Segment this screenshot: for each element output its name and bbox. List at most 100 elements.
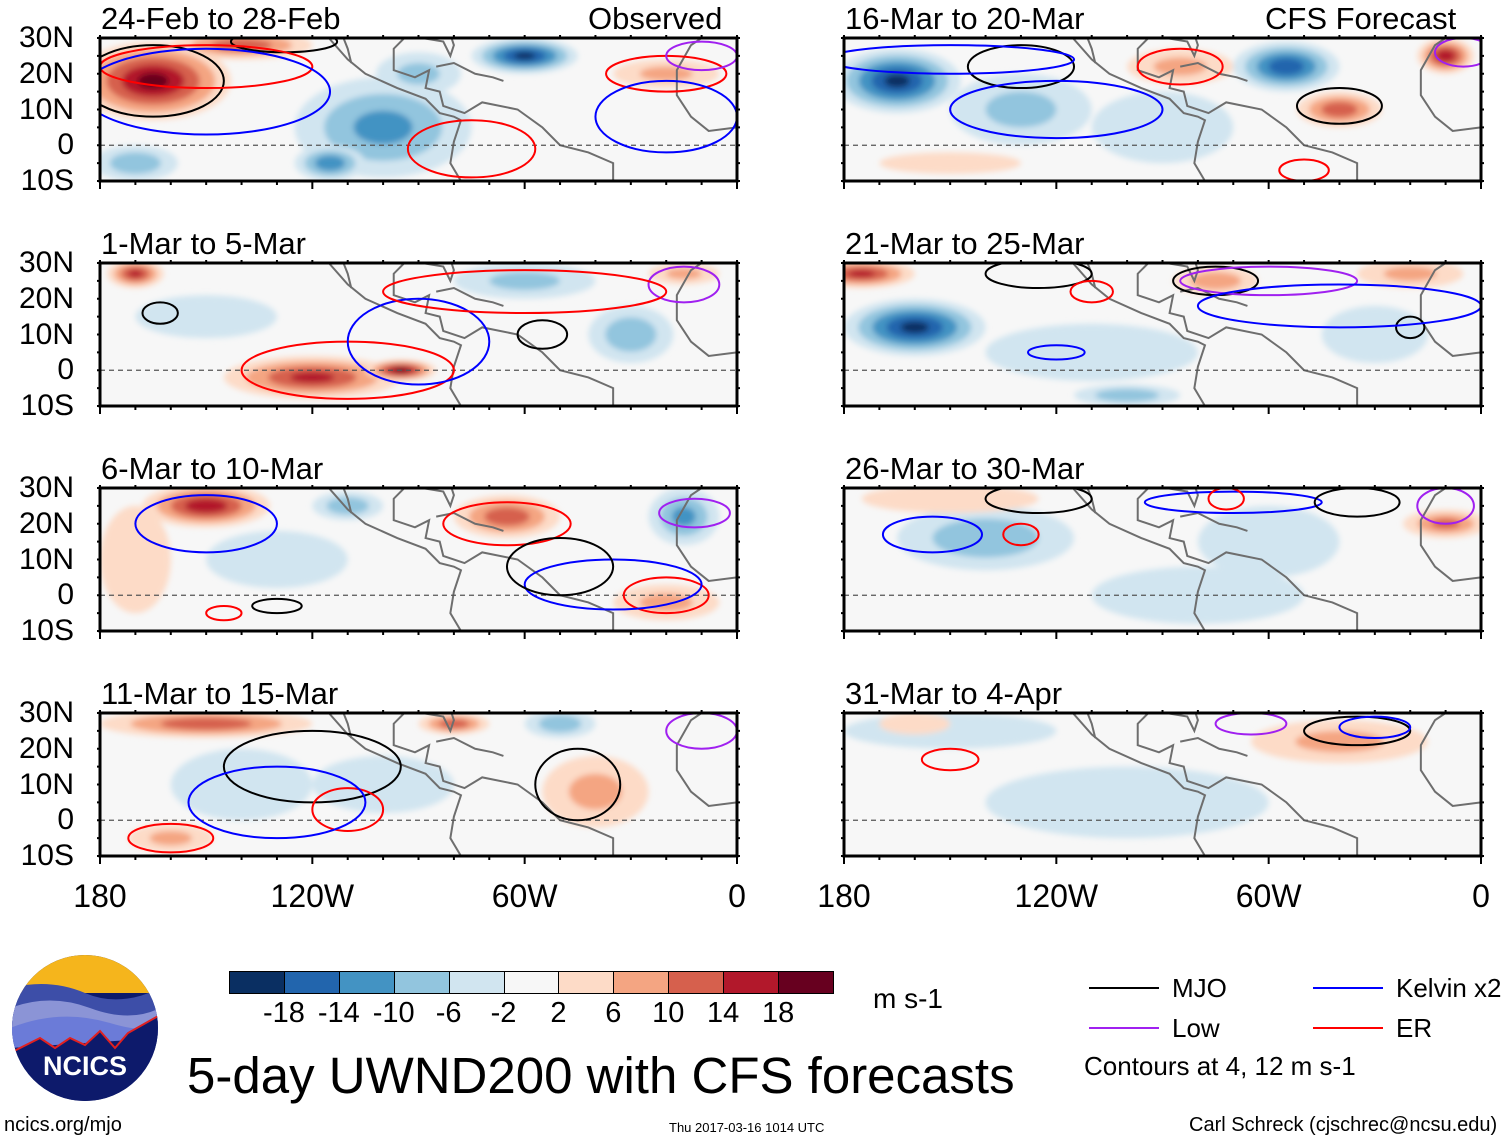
coastline <box>342 263 353 289</box>
panel-title: 6-Mar to 10-Mar <box>101 451 324 486</box>
panel-content <box>841 485 1484 639</box>
legend-label: Low <box>1172 1013 1220 1043</box>
anomaly-shading <box>1321 305 1428 364</box>
coastline <box>1136 713 1359 856</box>
colorbar-label: -18 <box>262 997 305 1029</box>
colorbar-swatch <box>668 971 725 994</box>
colorbar-label: 10 <box>652 997 685 1029</box>
low-contour <box>1416 488 1475 525</box>
anomaly-shading <box>900 321 929 334</box>
anomaly-shading <box>844 713 1057 749</box>
low-contour <box>1179 265 1359 297</box>
anomaly-shading <box>879 713 951 735</box>
anomaly-shading <box>1268 58 1305 75</box>
map-panel <box>97 260 740 414</box>
ncics-logo: NCICS <box>12 955 158 1101</box>
coastline <box>392 488 615 631</box>
coastline <box>342 488 353 514</box>
lat-label: 0 <box>57 128 74 162</box>
colorbar-swatch <box>393 971 450 994</box>
colorbar-swatch <box>503 971 560 994</box>
colorbar-label: -2 <box>490 997 517 1029</box>
wind-anomaly-field <box>844 263 1464 406</box>
contour-note: Contours at 4, 12 m s-1 <box>1084 1051 1356 1081</box>
er-contour <box>311 787 385 832</box>
colorbar-swatch <box>613 971 670 994</box>
lat-label: 10S <box>20 164 74 197</box>
colorbar-label: -14 <box>317 997 360 1029</box>
mjo-contour <box>100 44 225 118</box>
panel-title: 21-Mar to 25-Mar <box>845 226 1085 261</box>
coastline <box>392 38 615 181</box>
coastline <box>342 38 353 64</box>
kelvin-contour <box>1027 344 1086 361</box>
lon-label: 0 <box>728 878 746 914</box>
lat-label: 20N <box>18 281 74 315</box>
er-contour <box>1069 279 1114 304</box>
colorbar-label: 6 <box>605 997 622 1029</box>
panel-title: 26-Mar to 30-Mar <box>845 451 1085 486</box>
panel-field <box>844 263 1481 406</box>
kelvin-contour <box>100 47 331 136</box>
anomaly-shading <box>206 530 348 589</box>
kelvin-contour <box>949 79 1164 140</box>
wind-anomaly-field <box>861 488 1481 624</box>
mjo-contour <box>222 729 402 804</box>
anomaly-shading <box>672 507 696 527</box>
anomaly-shading <box>985 323 1198 381</box>
panel-title: 16-Mar to 20-Mar <box>845 1 1085 36</box>
er-contour <box>442 501 572 547</box>
legend-line-1 <box>1313 987 1383 989</box>
anomaly-shading <box>135 295 277 339</box>
lat-label: 20N <box>18 731 74 765</box>
panel-content <box>841 35 1484 189</box>
coastline <box>1071 263 1207 406</box>
low-contour <box>1434 38 1481 68</box>
anomaly-shading <box>1295 730 1384 753</box>
kelvin-contour <box>1196 283 1481 329</box>
lat-label: 0 <box>57 353 74 387</box>
lat-label: 10N <box>18 317 74 351</box>
coastline <box>1086 713 1097 739</box>
kelvin-contour <box>187 765 367 840</box>
lat-label: 30N <box>18 21 74 54</box>
anomaly-shading <box>160 717 252 730</box>
lon-label: 60W <box>1235 878 1302 914</box>
coastline <box>1071 713 1207 856</box>
kelvin-contour <box>844 44 1075 75</box>
panel-content <box>97 35 740 189</box>
kelvin-contour <box>881 515 984 554</box>
lat-label: 0 <box>57 578 74 612</box>
footer-author: Carl Schreck (cjschrec@ncsu.edu) <box>1189 1114 1498 1136</box>
panel-field <box>100 488 737 631</box>
kelvin-contour <box>1338 715 1412 740</box>
lon-label: 120W <box>270 878 355 914</box>
anomaly-shading <box>184 498 228 514</box>
lat-label: 30N <box>18 696 74 729</box>
panel-content <box>841 710 1484 864</box>
kelvin-contour <box>134 494 278 554</box>
footer-timestamp: Thu 2017-03-16 1014 UTC <box>669 1120 825 1135</box>
coastline <box>675 713 737 807</box>
map-panel <box>97 710 740 864</box>
anomaly-shading <box>932 518 1039 558</box>
mjo-contour <box>1313 488 1401 518</box>
lat-label: 0 <box>57 803 74 837</box>
colorbar-swatch <box>338 971 395 994</box>
coastline <box>1419 38 1481 132</box>
er-contour <box>127 822 215 854</box>
colorbar-swatch <box>448 971 505 994</box>
er-contour <box>205 604 243 622</box>
figure-title: 5-day UWND200 with CFS forecasts <box>187 1047 1015 1104</box>
coastline <box>1071 488 1207 631</box>
lon-label: 0 <box>1472 878 1490 914</box>
colorbar-label: 18 <box>761 997 795 1029</box>
anomaly-shading <box>848 270 875 278</box>
panel-title: 31-Mar to 4-Apr <box>845 676 1063 711</box>
anomaly-shading <box>484 507 530 526</box>
map-panel <box>841 260 1484 414</box>
anomaly-shading <box>639 66 693 81</box>
er-contour <box>1002 522 1040 547</box>
anomaly-shading <box>1383 266 1437 281</box>
panel-title: 1-Mar to 5-Mar <box>101 226 306 261</box>
